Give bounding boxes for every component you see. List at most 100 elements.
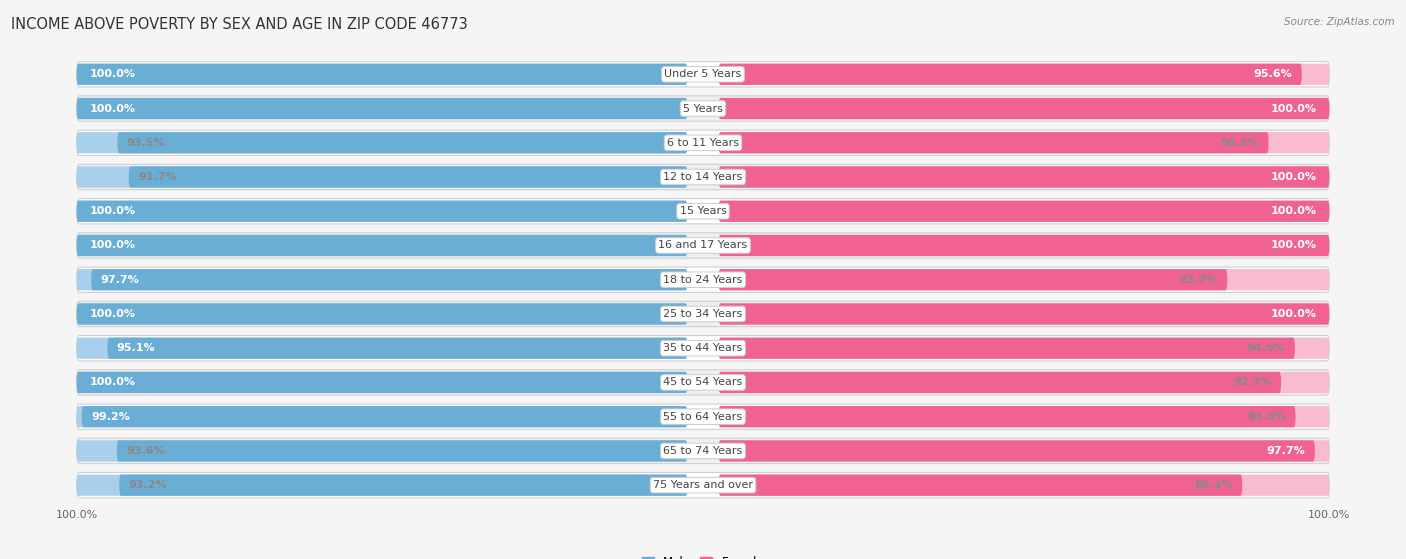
FancyBboxPatch shape — [77, 132, 688, 153]
Text: 55 to 64 Years: 55 to 64 Years — [664, 411, 742, 421]
Text: 100.0%: 100.0% — [1271, 309, 1317, 319]
Text: 100.0%: 100.0% — [56, 510, 98, 520]
FancyBboxPatch shape — [77, 164, 1329, 190]
FancyBboxPatch shape — [77, 472, 1329, 498]
FancyBboxPatch shape — [77, 198, 1329, 224]
FancyBboxPatch shape — [77, 98, 688, 119]
FancyBboxPatch shape — [718, 201, 1329, 222]
FancyBboxPatch shape — [77, 64, 688, 85]
FancyBboxPatch shape — [77, 64, 688, 85]
Text: 100.0%: 100.0% — [89, 240, 135, 250]
Text: 93.2%: 93.2% — [129, 480, 167, 490]
Text: 83.7%: 83.7% — [1180, 274, 1218, 285]
FancyBboxPatch shape — [718, 132, 1268, 153]
FancyBboxPatch shape — [77, 130, 1329, 155]
FancyBboxPatch shape — [718, 235, 1329, 256]
FancyBboxPatch shape — [129, 167, 688, 188]
Text: 100.0%: 100.0% — [1271, 172, 1317, 182]
FancyBboxPatch shape — [77, 233, 1329, 258]
FancyBboxPatch shape — [718, 269, 1329, 290]
FancyBboxPatch shape — [77, 269, 688, 290]
Text: Under 5 Years: Under 5 Years — [665, 69, 741, 79]
FancyBboxPatch shape — [77, 201, 688, 222]
Text: 75 Years and over: 75 Years and over — [652, 480, 754, 490]
FancyBboxPatch shape — [77, 267, 1329, 292]
Text: 100.0%: 100.0% — [89, 69, 135, 79]
Text: 100.0%: 100.0% — [89, 103, 135, 113]
FancyBboxPatch shape — [77, 98, 688, 119]
Text: 86.1%: 86.1% — [1194, 480, 1233, 490]
FancyBboxPatch shape — [77, 235, 688, 256]
Text: 92.3%: 92.3% — [1233, 377, 1271, 387]
FancyBboxPatch shape — [77, 304, 688, 325]
Text: 95.6%: 95.6% — [1254, 69, 1292, 79]
Text: 25 to 34 Years: 25 to 34 Years — [664, 309, 742, 319]
FancyBboxPatch shape — [117, 132, 688, 153]
Text: 12 to 14 Years: 12 to 14 Years — [664, 172, 742, 182]
FancyBboxPatch shape — [718, 304, 1329, 325]
FancyBboxPatch shape — [718, 440, 1329, 462]
FancyBboxPatch shape — [107, 338, 688, 359]
FancyBboxPatch shape — [77, 167, 688, 188]
Text: INCOME ABOVE POVERTY BY SEX AND AGE IN ZIP CODE 46773: INCOME ABOVE POVERTY BY SEX AND AGE IN Z… — [11, 17, 468, 32]
Text: 100.0%: 100.0% — [89, 377, 135, 387]
FancyBboxPatch shape — [120, 475, 688, 496]
Text: 94.6%: 94.6% — [1247, 411, 1286, 421]
FancyBboxPatch shape — [77, 96, 1329, 121]
FancyBboxPatch shape — [718, 304, 1329, 325]
Text: 95.1%: 95.1% — [117, 343, 156, 353]
FancyBboxPatch shape — [77, 370, 1329, 395]
FancyBboxPatch shape — [77, 335, 1329, 361]
Text: 100.0%: 100.0% — [1308, 510, 1350, 520]
FancyBboxPatch shape — [77, 438, 1329, 463]
FancyBboxPatch shape — [718, 201, 1329, 222]
FancyBboxPatch shape — [718, 406, 1295, 427]
Text: 16 and 17 Years: 16 and 17 Years — [658, 240, 748, 250]
FancyBboxPatch shape — [718, 167, 1329, 188]
Text: 6 to 11 Years: 6 to 11 Years — [666, 138, 740, 148]
FancyBboxPatch shape — [718, 406, 1329, 427]
Text: 97.7%: 97.7% — [100, 274, 139, 285]
FancyBboxPatch shape — [82, 406, 688, 427]
FancyBboxPatch shape — [718, 372, 1281, 393]
Text: 93.5%: 93.5% — [127, 138, 166, 148]
FancyBboxPatch shape — [77, 404, 1329, 429]
FancyBboxPatch shape — [718, 167, 1329, 188]
Text: 94.5%: 94.5% — [1247, 343, 1285, 353]
FancyBboxPatch shape — [718, 475, 1243, 496]
Text: 97.7%: 97.7% — [1267, 446, 1306, 456]
FancyBboxPatch shape — [718, 235, 1329, 256]
Text: 5 Years: 5 Years — [683, 103, 723, 113]
Text: 15 Years: 15 Years — [679, 206, 727, 216]
FancyBboxPatch shape — [77, 235, 688, 256]
FancyBboxPatch shape — [718, 372, 1329, 393]
FancyBboxPatch shape — [718, 132, 1329, 153]
FancyBboxPatch shape — [77, 301, 1329, 326]
FancyBboxPatch shape — [718, 98, 1329, 119]
FancyBboxPatch shape — [77, 372, 688, 393]
FancyBboxPatch shape — [77, 338, 688, 359]
FancyBboxPatch shape — [77, 406, 688, 427]
Text: 99.2%: 99.2% — [91, 411, 129, 421]
Text: 100.0%: 100.0% — [1271, 206, 1317, 216]
FancyBboxPatch shape — [77, 201, 688, 222]
Text: 90.3%: 90.3% — [1220, 138, 1260, 148]
FancyBboxPatch shape — [718, 440, 1315, 462]
Text: 100.0%: 100.0% — [1271, 240, 1317, 250]
Text: 100.0%: 100.0% — [89, 206, 135, 216]
FancyBboxPatch shape — [77, 372, 688, 393]
FancyBboxPatch shape — [718, 338, 1329, 359]
Legend: Male, Female: Male, Female — [637, 551, 769, 559]
FancyBboxPatch shape — [718, 98, 1329, 119]
FancyBboxPatch shape — [77, 304, 688, 325]
FancyBboxPatch shape — [718, 269, 1227, 290]
Text: 65 to 74 Years: 65 to 74 Years — [664, 446, 742, 456]
Text: 100.0%: 100.0% — [1271, 103, 1317, 113]
FancyBboxPatch shape — [77, 61, 1329, 87]
Text: Source: ZipAtlas.com: Source: ZipAtlas.com — [1284, 17, 1395, 27]
FancyBboxPatch shape — [77, 475, 688, 496]
FancyBboxPatch shape — [718, 338, 1295, 359]
FancyBboxPatch shape — [718, 475, 1329, 496]
FancyBboxPatch shape — [91, 269, 688, 290]
FancyBboxPatch shape — [117, 440, 688, 462]
